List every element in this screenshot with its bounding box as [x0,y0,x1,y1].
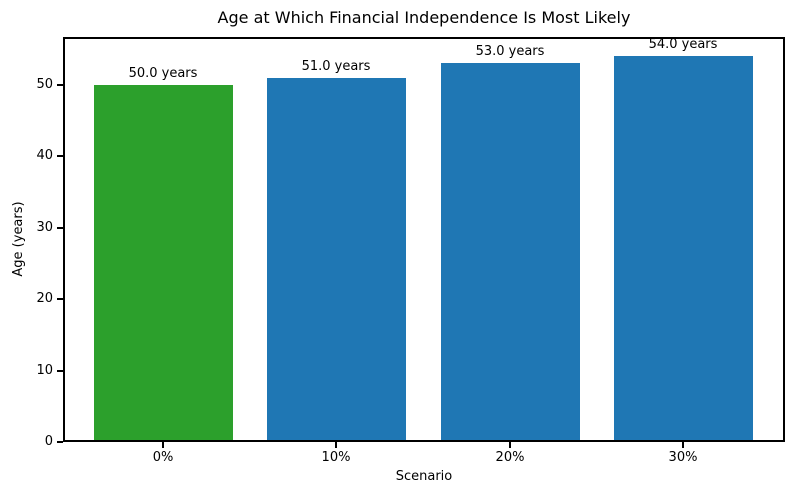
bar-value-label: 50.0 years [128,65,198,81]
bar-10pct [266,77,406,440]
y-tick-label: 40 [36,148,53,164]
bar-0pct [93,84,233,440]
y-tick-label: 50 [36,76,53,92]
y-tick-mark [57,441,63,443]
x-axis-label: Scenario [395,469,453,484]
x-tick-mark [335,442,337,448]
chart-title: Age at Which Financial Independence Is M… [217,8,631,27]
y-tick-label: 0 [44,434,53,449]
y-tick-label: 10 [36,362,53,378]
x-tick-mark [682,442,684,448]
y-tick-mark [57,369,63,372]
x-tick-label: 30% [668,450,698,465]
y-tick-label: 20 [36,291,53,307]
bar-value-label: 53.0 years [475,44,545,60]
bar-30pct [613,56,753,440]
plot-area: 50.0 years 51.0 years 53.0 years 54.0 years [63,37,785,442]
y-tick-mark [57,155,63,158]
y-tick-label: 30 [36,219,53,235]
bars-container: 50.0 years 51.0 years 53.0 years 54.0 years [65,37,783,440]
bar-value-label: 54.0 years [648,37,718,53]
x-tick-mark [509,442,511,448]
y-tick-mark [57,226,63,229]
bar-value-label: 51.0 years [301,58,371,74]
x-tick-label: 0% [152,450,174,465]
y-tick-mark [57,83,63,86]
x-tick-label: 10% [321,450,351,465]
x-tick-mark [162,442,164,448]
y-tick-mark [57,298,63,301]
bar-20pct [440,63,580,440]
x-tick-label: 20% [495,450,525,465]
y-axis-label: Age (years) [11,201,26,277]
